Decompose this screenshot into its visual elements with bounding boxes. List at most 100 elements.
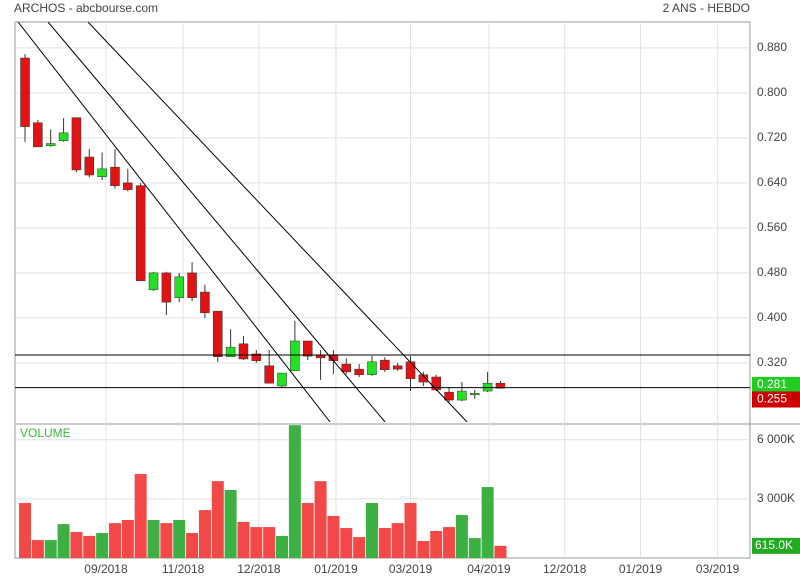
volume-bar: [468, 538, 481, 558]
volume-bar: [365, 503, 378, 558]
volume-bar: [70, 531, 83, 558]
volume-bar: [353, 537, 366, 558]
volume-bar: [31, 540, 44, 558]
price-label: 0.281: [757, 377, 787, 391]
candle-body: [135, 185, 146, 282]
candle-body: [45, 143, 56, 147]
candle-body: [238, 343, 249, 360]
volume-bar: [147, 519, 160, 558]
x-tick-label: 04/2019: [467, 562, 511, 576]
volume-bar: [186, 532, 199, 558]
volume-bar: [455, 515, 468, 558]
volume-label: VOLUME: [20, 426, 71, 440]
candle-body: [148, 272, 159, 291]
x-tick-label: 11/2018: [162, 562, 205, 576]
volume-bar: [83, 535, 96, 558]
candle-body: [200, 291, 210, 314]
volume-bar: [314, 481, 327, 558]
volume-bar: [224, 490, 237, 558]
price-label-box: [752, 391, 800, 408]
volume-bar: [96, 532, 109, 558]
candle-body: [264, 365, 274, 384]
volume-bar: [404, 503, 417, 558]
candle-body: [495, 382, 506, 389]
trend-line: [87, 22, 468, 422]
volume-last-label: 615.0K: [755, 538, 793, 552]
candle-body: [123, 182, 133, 190]
candle-body: [213, 310, 223, 357]
volume-bar: [250, 527, 263, 558]
candle-body: [418, 374, 429, 383]
candle-body: [354, 368, 364, 375]
x-tick-label: 09/2018: [84, 562, 128, 576]
candle-body: [251, 353, 262, 361]
volume-bar: [327, 516, 340, 558]
y-tick-label: 0.880: [757, 40, 787, 54]
y-tick-label: 0.560: [757, 220, 787, 234]
candle-body: [174, 276, 184, 298]
candle-body: [341, 363, 352, 373]
volume-bar: [211, 481, 224, 558]
price-label-box: [752, 376, 800, 393]
x-tick-label: 12/2018: [237, 562, 281, 576]
volume-last-box: [752, 537, 800, 554]
volume-bar: [340, 528, 353, 558]
volume-bar: [121, 519, 134, 558]
volume-bar: [417, 541, 430, 558]
volume-bar: [108, 523, 121, 558]
y-tick-label: 0.640: [757, 175, 787, 189]
x-tick-label: 03/2019: [389, 562, 433, 576]
volume-bar: [173, 519, 186, 558]
trend-line: [17, 22, 331, 422]
volume-bar: [288, 425, 301, 558]
volume-bar: [44, 540, 57, 558]
volume-bar: [391, 523, 404, 558]
price-label: 0.255: [757, 392, 787, 406]
plot-frame: [14, 21, 751, 559]
volume-bar: [160, 523, 173, 558]
candle-body: [457, 390, 467, 401]
volume-bar: [301, 503, 314, 558]
candle-body: [97, 168, 107, 177]
volume-tick-label: 3 000K: [757, 491, 795, 505]
volume-bar: [134, 474, 147, 558]
volume-bar: [19, 503, 32, 558]
y-tick-label: 0.320: [757, 355, 787, 369]
x-tick-label: 12/2018: [543, 562, 587, 576]
candle-body: [367, 361, 377, 375]
y-tick-label: 0.480: [757, 265, 787, 279]
volume-bar: [198, 510, 211, 558]
volume-bar: [57, 524, 70, 558]
volume-bar: [481, 487, 494, 558]
candle-body: [33, 122, 43, 148]
candle-body: [405, 361, 416, 379]
volume-tick-label: 6 000K: [757, 432, 795, 446]
candle-body: [444, 391, 454, 401]
volume-bar: [378, 528, 391, 558]
candle-body: [380, 359, 390, 370]
candle-body: [20, 57, 30, 127]
candle-body: [110, 166, 120, 186]
candle-body: [84, 156, 95, 176]
chart-title: ARCHOS - abcbourse.com: [14, 1, 158, 15]
volume-bar: [443, 527, 456, 558]
trend-line: [47, 22, 386, 422]
candle-body: [470, 393, 480, 396]
candle-body: [187, 272, 197, 298]
x-tick-label: 01/2019: [314, 562, 358, 576]
volume-bar: [276, 535, 289, 558]
candle-body: [482, 382, 493, 392]
volume-bar: [237, 521, 250, 558]
y-tick-label: 0.400: [757, 310, 787, 324]
volume-bar: [430, 531, 443, 558]
candle-body: [290, 340, 300, 372]
volume-bar: [263, 527, 276, 558]
candle-body: [277, 372, 287, 387]
candle-body: [58, 132, 69, 141]
candle-body: [161, 272, 172, 303]
y-tick-label: 0.720: [757, 130, 787, 144]
candle-body: [302, 340, 313, 357]
candle-body: [328, 354, 339, 361]
candle-body: [392, 365, 403, 370]
